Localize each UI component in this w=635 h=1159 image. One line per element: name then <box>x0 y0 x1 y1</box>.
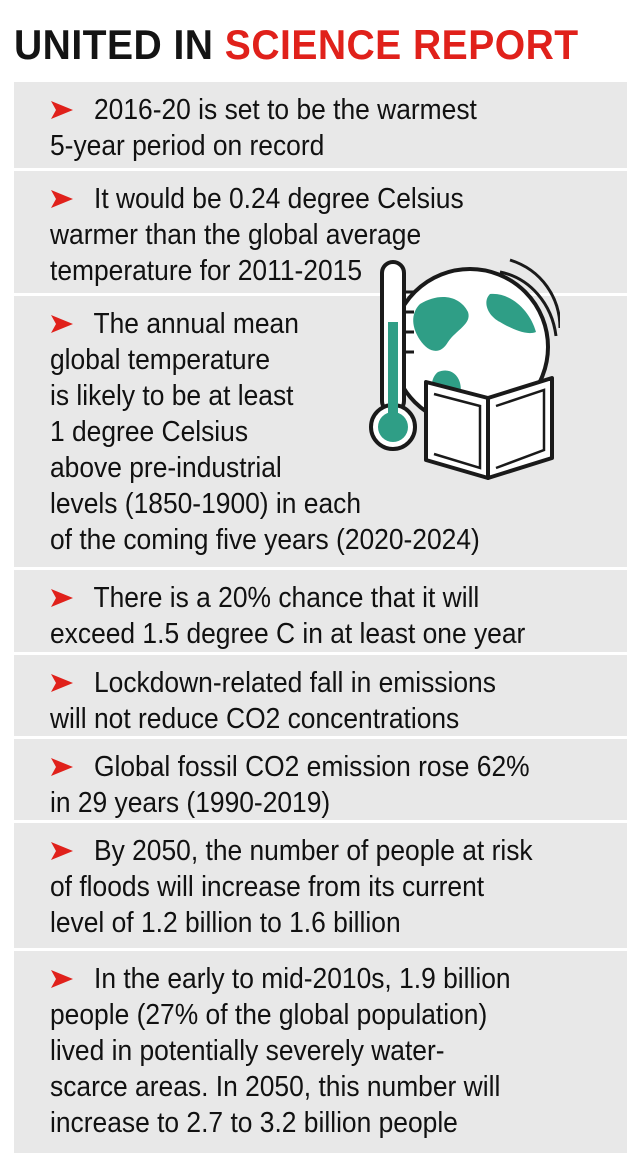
title-part-red: SCIENCE REPORT <box>224 21 579 68</box>
list-item-text: Global fossil CO2 emission rose 62% in 2… <box>50 751 530 819</box>
arrow-bullet-icon <box>51 101 73 119</box>
list-item: Lockdown-related fall in emissions will … <box>14 652 627 736</box>
arrow-bullet-icon <box>51 315 73 333</box>
arrow-bullet-icon <box>51 842 73 860</box>
arrow-bullet-icon <box>51 970 73 988</box>
list-item: In the early to mid-2010s, 1.9 billion p… <box>14 948 627 1153</box>
list-item-text: Lockdown-related fall in emissions will … <box>50 667 496 735</box>
list-item-text: There is a 20% chance that it will excee… <box>50 582 526 650</box>
list-item: The annual mean global temperature is li… <box>14 293 627 567</box>
open-book-icon <box>424 376 554 480</box>
list-item: It would be 0.24 degree Celsius warmer t… <box>14 168 627 293</box>
thermometer-icon <box>369 260 417 451</box>
arrow-bullet-icon <box>51 758 73 776</box>
list-item: Global fossil CO2 emission rose 62% in 2… <box>14 736 627 820</box>
list-item-text: In the early to mid-2010s, 1.9 billion p… <box>50 963 511 1139</box>
list-item: By 2050, the number of people at risk of… <box>14 820 627 948</box>
list-item-text: The annual mean global temperature is li… <box>50 308 480 556</box>
arrow-bullet-icon <box>51 190 73 208</box>
arrow-bullet-icon <box>51 589 73 607</box>
page-title: UNITED IN SCIENCE REPORT <box>14 14 579 76</box>
list-item-text: By 2050, the number of people at risk of… <box>50 835 533 939</box>
climate-illustration <box>369 258 560 480</box>
list-item-text: It would be 0.24 degree Celsius warmer t… <box>50 183 464 287</box>
arrow-bullet-icon <box>51 674 73 692</box>
title-part-black: UNITED IN <box>14 21 214 68</box>
facts-panel: 2016-20 is set to be the warmest 5-year … <box>14 82 627 1153</box>
list-item: 2016-20 is set to be the warmest 5-year … <box>14 82 627 168</box>
list-item-text: 2016-20 is set to be the warmest 5-year … <box>50 94 477 162</box>
list-item: There is a 20% chance that it will excee… <box>14 567 627 652</box>
